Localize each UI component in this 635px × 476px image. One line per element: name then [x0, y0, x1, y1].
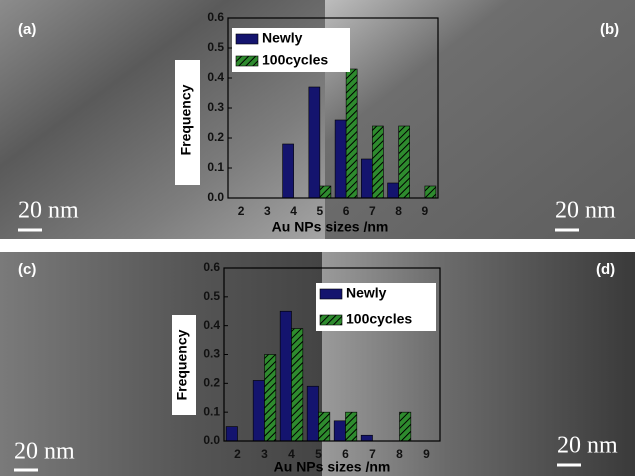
x-tick-label: 9	[423, 447, 430, 461]
legend-swatch	[236, 56, 258, 66]
legend-label: Newly	[346, 285, 387, 301]
panel-label: (b)	[600, 21, 619, 38]
y-tick-label: 0.3	[207, 100, 224, 114]
scale-bar-label: 20 nm	[18, 198, 79, 224]
x-tick-label: 3	[264, 204, 271, 218]
bar	[292, 329, 303, 441]
bar	[265, 355, 276, 442]
x-tick-label: 8	[395, 204, 402, 218]
x-tick-label: 2	[234, 447, 241, 461]
bar	[309, 87, 320, 198]
bar	[280, 311, 291, 441]
x-tick-label: 4	[290, 204, 297, 218]
bar	[399, 126, 410, 198]
panel-label: (c)	[18, 261, 36, 278]
bar	[361, 159, 372, 198]
figure: (a) (b) (c) (d) 20 nm 20 nm 20 nm 20 nm …	[0, 0, 635, 476]
y-tick-label: 0.3	[203, 347, 220, 361]
y-axis-label: Frequency	[174, 329, 190, 400]
y-tick-label: 0.4	[203, 318, 220, 332]
scale-bar-label: 20 nm	[555, 198, 616, 224]
panel-label: (d)	[596, 261, 615, 278]
bar	[372, 126, 383, 198]
y-tick-label: 0.4	[207, 70, 224, 84]
legend-label: Newly	[262, 30, 303, 46]
y-tick-label: 0.1	[203, 404, 220, 418]
legend-label: 100cycles	[346, 311, 412, 327]
y-tick-label: 0.2	[203, 376, 220, 390]
x-tick-label: 8	[396, 447, 403, 461]
y-tick-label: 0.2	[207, 130, 224, 144]
legend-swatch	[236, 34, 258, 44]
y-tick-label: 0.6	[207, 10, 224, 24]
bar	[283, 144, 294, 198]
y-axis-label: Frequency	[178, 84, 194, 155]
y-tick-label: 0.0	[203, 433, 220, 447]
bar	[335, 120, 346, 198]
x-tick-label: 7	[369, 204, 376, 218]
bar	[346, 412, 357, 441]
bar	[361, 435, 372, 441]
y-tick-label: 0.1	[207, 160, 224, 174]
y-tick-label: 0.5	[207, 40, 224, 54]
legend-swatch	[320, 289, 342, 299]
panel-label: (a)	[18, 21, 36, 38]
x-tick-label: 3	[261, 447, 268, 461]
bar	[400, 412, 411, 441]
y-tick-label: 0.0	[207, 190, 224, 204]
x-tick-label: 2	[238, 204, 245, 218]
x-tick-label: 9	[422, 204, 429, 218]
bar	[388, 183, 399, 198]
scale-bar-label: 20 nm	[14, 439, 75, 465]
bar	[226, 427, 237, 441]
bar	[425, 186, 436, 198]
bar	[346, 69, 357, 198]
bar	[334, 421, 345, 441]
legend-swatch	[320, 315, 342, 325]
y-tick-label: 0.5	[203, 289, 220, 303]
bar	[253, 380, 264, 441]
legend-label: 100cycles	[262, 52, 328, 68]
x-axis-label: Au NPs sizes /nm	[272, 219, 389, 235]
x-tick-label: 6	[343, 204, 350, 218]
bar	[320, 186, 331, 198]
x-tick-label: 5	[317, 204, 324, 218]
x-axis-label: Au NPs sizes /nm	[274, 459, 391, 475]
scale-bar-label: 20 nm	[557, 433, 618, 459]
y-tick-label: 0.6	[203, 260, 220, 274]
bar	[307, 386, 318, 441]
bar	[319, 412, 330, 441]
